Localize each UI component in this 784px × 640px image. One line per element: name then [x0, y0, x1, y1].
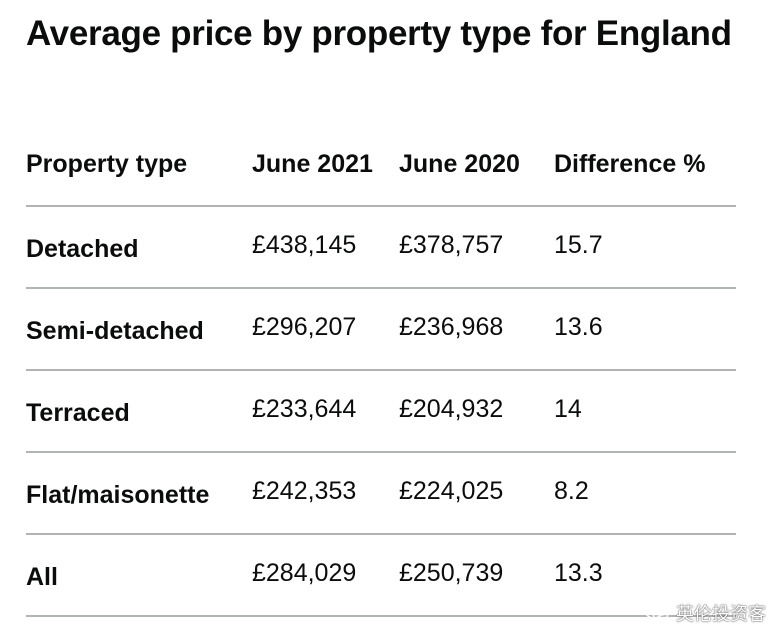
row-june-2021: £233,644 — [252, 370, 399, 453]
row-difference: 8.2 — [554, 452, 736, 535]
header-june-2021: June 2021 — [252, 124, 399, 207]
price-table: Property type June 2021 June 2020 Differ… — [26, 124, 736, 617]
row-june-2020: £378,757 — [399, 206, 554, 289]
row-difference: 13.3 — [554, 534, 736, 617]
row-june-2021: £284,029 — [252, 534, 399, 617]
row-difference: 14 — [554, 370, 736, 453]
table-row: Flat/maisonette £242,353 £224,025 8.2 — [26, 452, 736, 535]
row-property-type: Semi-detached — [26, 288, 252, 371]
table-body: Detached £438,145 £378,757 15.7 Semi-det… — [26, 206, 736, 617]
row-june-2020: £204,932 — [399, 370, 554, 453]
row-property-type: Flat/maisonette — [26, 452, 252, 535]
row-june-2020: £224,025 — [399, 452, 554, 535]
row-june-2020: £236,968 — [399, 288, 554, 371]
row-difference: 15.7 — [554, 206, 736, 289]
table-row: Terraced £233,644 £204,932 14 — [26, 370, 736, 453]
row-property-type: All — [26, 534, 252, 617]
header-june-2020: June 2020 — [399, 124, 554, 207]
table-header: Property type June 2021 June 2020 Differ… — [26, 124, 736, 207]
watermark-text: 英伦投资客 — [676, 604, 766, 624]
table-row: Semi-detached £296,207 £236,968 13.6 — [26, 288, 736, 371]
watermark: 英伦投资客 — [644, 600, 766, 626]
wechat-icon — [644, 602, 670, 624]
table-row: All £284,029 £250,739 13.3 — [26, 534, 736, 617]
header-difference: Difference % — [554, 124, 736, 207]
row-june-2021: £242,353 — [252, 452, 399, 535]
row-difference: 13.6 — [554, 288, 736, 371]
row-property-type: Terraced — [26, 370, 252, 453]
row-june-2021: £438,145 — [252, 206, 399, 289]
header-row: Property type June 2021 June 2020 Differ… — [26, 124, 736, 207]
row-june-2021: £296,207 — [252, 288, 399, 371]
row-property-type: Detached — [26, 206, 252, 289]
header-property-type: Property type — [26, 124, 252, 207]
page-title: Average price by property type for Engla… — [26, 14, 732, 53]
table-row: Detached £438,145 £378,757 15.7 — [26, 206, 736, 289]
row-june-2020: £250,739 — [399, 534, 554, 617]
